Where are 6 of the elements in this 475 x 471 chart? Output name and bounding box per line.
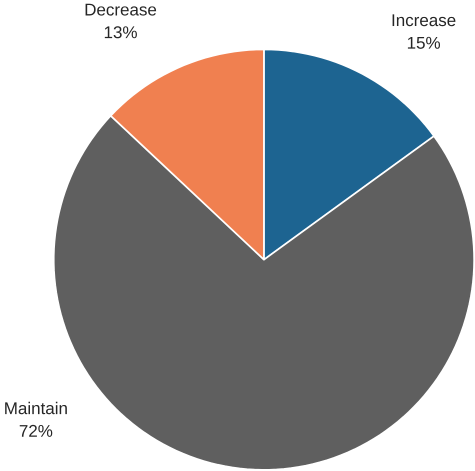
slice-label: Increase bbox=[392, 14, 456, 26]
slice-label: Decrease bbox=[86, 4, 156, 16]
data-label: 13% bbox=[104, 26, 137, 38]
slice-label: Maintain bbox=[5, 402, 67, 414]
data-label: 15% bbox=[408, 37, 440, 49]
data-label: 72% bbox=[20, 425, 52, 437]
